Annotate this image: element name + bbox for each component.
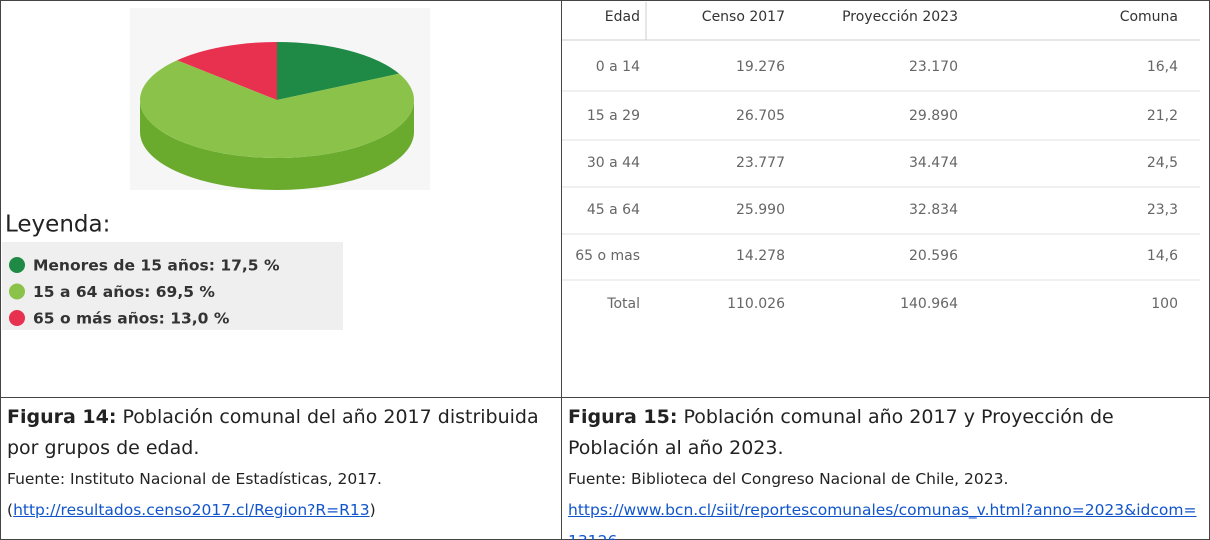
legend-title: Leyenda: [5,212,110,238]
caption-label: Figura 15: [568,406,678,428]
caption-label: Figura 14: [7,406,117,428]
paren: ) [369,501,376,519]
legend-box [2,242,343,330]
table-cell: 14.278 [736,248,785,264]
pie-slice [277,42,400,100]
source: Fuente: Biblioteca del Congreso Nacional… [568,464,1203,540]
table-header: Proyección 2023 [842,9,958,25]
source-text: Fuente: Instituto Nacional de Estadístic… [7,470,382,488]
table-cell: 30 a 44 [587,155,640,171]
table-cell: 26.705 [736,108,785,124]
legend-label: 15 a 64 años: 69,5 % [33,283,215,301]
caption-right: Figura 15: Población comunal año 2017 y … [561,397,1210,540]
source: Fuente: Instituto Nacional de Estadístic… [7,464,556,526]
table-cell: 19.276 [736,59,785,75]
caption: Figura 15: Población comunal año 2017 y … [568,402,1203,464]
caption-text: Población comunal del año 2017 distribui… [7,406,539,459]
caption-text: Población comunal año 2017 y Proyección … [568,406,1114,459]
table-cell: Total [606,296,640,312]
table-cell: 23.170 [909,59,958,75]
table-header: Comuna [1120,9,1178,25]
table-cell: 32.834 [909,202,958,218]
legend-label: 65 o más años: 13,0 % [33,310,230,328]
source-link[interactable]: http://resultados.censo2017.cl/Region?R=… [13,501,370,519]
source-text: Fuente: Biblioteca del Congreso Nacional… [568,470,1009,488]
legend-swatch [9,310,25,326]
table-cell: 15 a 29 [587,108,640,124]
table-cell: 110.026 [727,296,785,312]
table-cell: 34.474 [909,155,958,171]
caption: Figura 14: Población comunal del año 201… [7,402,556,464]
table-cell: 100 [1151,296,1178,312]
caption-left: Figura 14: Población comunal del año 201… [0,397,562,540]
table-header: Censo 2017 [702,9,785,25]
pie-slice [177,42,277,100]
table-cell: 65 o mas [575,248,640,264]
table-cell: 23.777 [736,155,785,171]
table-cell: 24,5 [1147,155,1178,171]
table-cell: 25.990 [736,202,785,218]
table-cell: 0 a 14 [596,59,640,75]
source-link[interactable]: https://www.bcn.cl/siit/reportescomunale… [568,501,1197,540]
paren: ( [7,501,14,519]
table-cell: 14,6 [1147,248,1178,264]
table-cell: 45 a 64 [587,202,640,218]
table-cell: 16,4 [1147,59,1178,75]
table-cell: 21,2 [1147,108,1178,124]
table-header: Edad [605,9,640,25]
table-cell: 20.596 [909,248,958,264]
legend-swatch [9,257,25,273]
table-cell: 140.964 [900,296,958,312]
legend-label: Menores de 15 años: 17,5 % [33,257,280,275]
table-cell: 29.890 [909,108,958,124]
legend-swatch [9,283,25,300]
table-cell: 23,3 [1147,202,1178,218]
pie-slice [140,60,414,159]
figures: Leyenda: Menores de 15 años: 17,5 % 15 a … [2,2,1200,330]
pie-side [140,100,414,190]
